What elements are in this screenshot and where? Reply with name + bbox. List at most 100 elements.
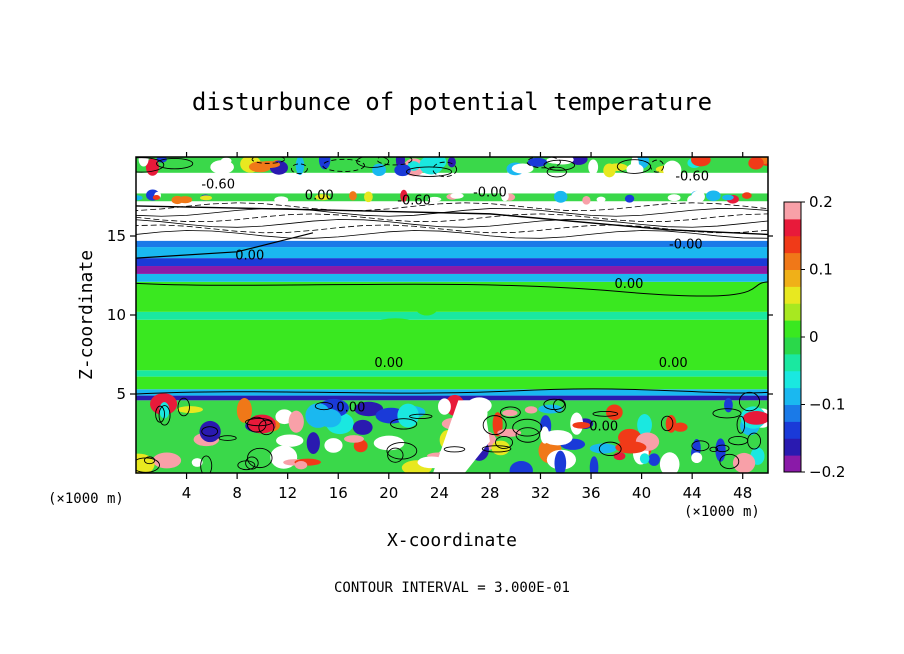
- turbulence-blob: [210, 160, 234, 175]
- contour-loop: [251, 157, 286, 164]
- turbulence-blob: [648, 453, 660, 466]
- turbulence-blob: [354, 401, 384, 417]
- contour-loop: [499, 406, 521, 419]
- turbulence-blob: [673, 422, 688, 432]
- turbulence-blob: [659, 452, 680, 473]
- contour-loop: [245, 456, 259, 470]
- turbulence-blob: [639, 453, 650, 464]
- contour-loop: [290, 163, 308, 174]
- colorbar-swatch: [784, 303, 801, 321]
- turbulence-blob: [344, 435, 364, 443]
- contour-loop: [443, 446, 466, 453]
- turbulence-blob: [171, 195, 184, 205]
- turbulence-blob: [589, 456, 599, 473]
- contour-loop: [719, 453, 740, 470]
- contour-line: [136, 205, 768, 236]
- turbulence-blob: [624, 194, 635, 203]
- turbulence-blob: [542, 430, 573, 446]
- colorbar-swatch: [784, 337, 801, 355]
- turbulence-blob: [527, 157, 548, 167]
- contour-line: [136, 202, 768, 211]
- contour-loop: [432, 161, 458, 178]
- colorbar-swatch: [784, 252, 801, 270]
- contour-label: -0.60: [201, 178, 235, 193]
- contour-loop: [715, 444, 730, 453]
- colorbar-tick-label: 0.1: [809, 261, 833, 279]
- turbulence-blob: [553, 190, 568, 203]
- colorbar-swatch: [784, 438, 801, 456]
- contour-loop: [512, 418, 543, 437]
- contour-loop: [616, 159, 651, 174]
- turbulence-blob: [569, 157, 588, 165]
- turbulence-blob: [274, 196, 289, 204]
- turbulence-blob: [596, 196, 606, 203]
- turbulence-blob: [667, 194, 681, 202]
- band-4: [136, 370, 768, 377]
- x-tick-label: 36: [581, 484, 600, 502]
- turbulence-blob: [191, 458, 203, 467]
- green-island: [357, 318, 434, 363]
- turbulence-blob: [295, 157, 305, 175]
- x-tick-label: 32: [531, 484, 550, 502]
- turbulence-blob: [743, 411, 768, 425]
- turbulence-blob: [373, 435, 405, 451]
- contour-loop: [526, 157, 561, 169]
- band-6: [136, 311, 768, 320]
- band-11: [136, 247, 768, 259]
- turbulence-blob: [722, 194, 734, 201]
- x-axis-unit: (×1000 m): [684, 504, 760, 520]
- turbulence-blob: [732, 452, 756, 473]
- green-island: [414, 295, 439, 316]
- contour-loop: [598, 441, 622, 457]
- colorbar-swatch: [784, 235, 801, 254]
- contour-loop: [543, 159, 576, 171]
- contour-label: 0.00: [305, 189, 334, 204]
- contour-loop: [258, 419, 275, 436]
- turbulence-blob: [318, 157, 331, 170]
- contour-label: 0.00: [589, 419, 618, 434]
- contour-label: 0.00: [614, 277, 643, 292]
- turbulence-blob: [394, 164, 411, 177]
- y-axis-ticks: 5 10 15: [107, 227, 773, 403]
- contour-loop: [246, 416, 267, 433]
- colorbar-swatch: [784, 404, 801, 422]
- colorbar-ticks: 0.2 0.1 0 −0.1 −0.2: [801, 193, 845, 481]
- turbulence-blob: [288, 410, 304, 433]
- contour-loop: [691, 440, 710, 452]
- y-axis-label: Z-coordinate: [76, 250, 97, 380]
- colorbar-swatch: [784, 455, 801, 473]
- x-tick-label: 8: [232, 484, 242, 502]
- contour-labels: -0.60 0.00 -0.60 -0.00 -0.60 0.00 -0.00 0.00 0.0…: [201, 170, 709, 435]
- contour-line: [136, 230, 768, 239]
- contour-loop: [482, 415, 507, 436]
- turbulence-blob: [136, 195, 143, 201]
- turbulence-blob: [306, 432, 320, 454]
- colorbar-tick-label: 0: [809, 328, 819, 346]
- turbulence-blob: [691, 452, 703, 464]
- contour-label: -0.00: [473, 186, 507, 201]
- contour-loop: [387, 447, 404, 463]
- contour-line: [136, 388, 768, 395]
- turbulence-blob: [353, 439, 368, 453]
- turbulence-blob: [582, 195, 591, 205]
- turbulence-blob: [554, 450, 567, 473]
- x-tick-label: 16: [329, 484, 348, 502]
- band-12: [136, 240, 768, 248]
- band-8: [136, 273, 768, 282]
- turbulence-blob: [324, 438, 343, 453]
- turbulence-blob: [724, 397, 733, 413]
- contour-loop: [143, 456, 156, 465]
- white-region: [433, 400, 490, 473]
- x-axis-label: X-coordinate: [387, 530, 517, 551]
- turbulence-blob: [501, 190, 509, 202]
- turbulence-blob: [257, 160, 281, 169]
- turbulence-blob: [236, 398, 252, 423]
- contour-loop: [592, 410, 619, 417]
- contour-loop: [552, 398, 566, 413]
- contour-loop: [247, 447, 273, 469]
- contour-loop: [736, 415, 746, 434]
- x-tick-label: 44: [683, 484, 702, 502]
- turbulence-blob: [742, 192, 752, 199]
- chart-title: disturbunce of potential temperature: [192, 88, 712, 116]
